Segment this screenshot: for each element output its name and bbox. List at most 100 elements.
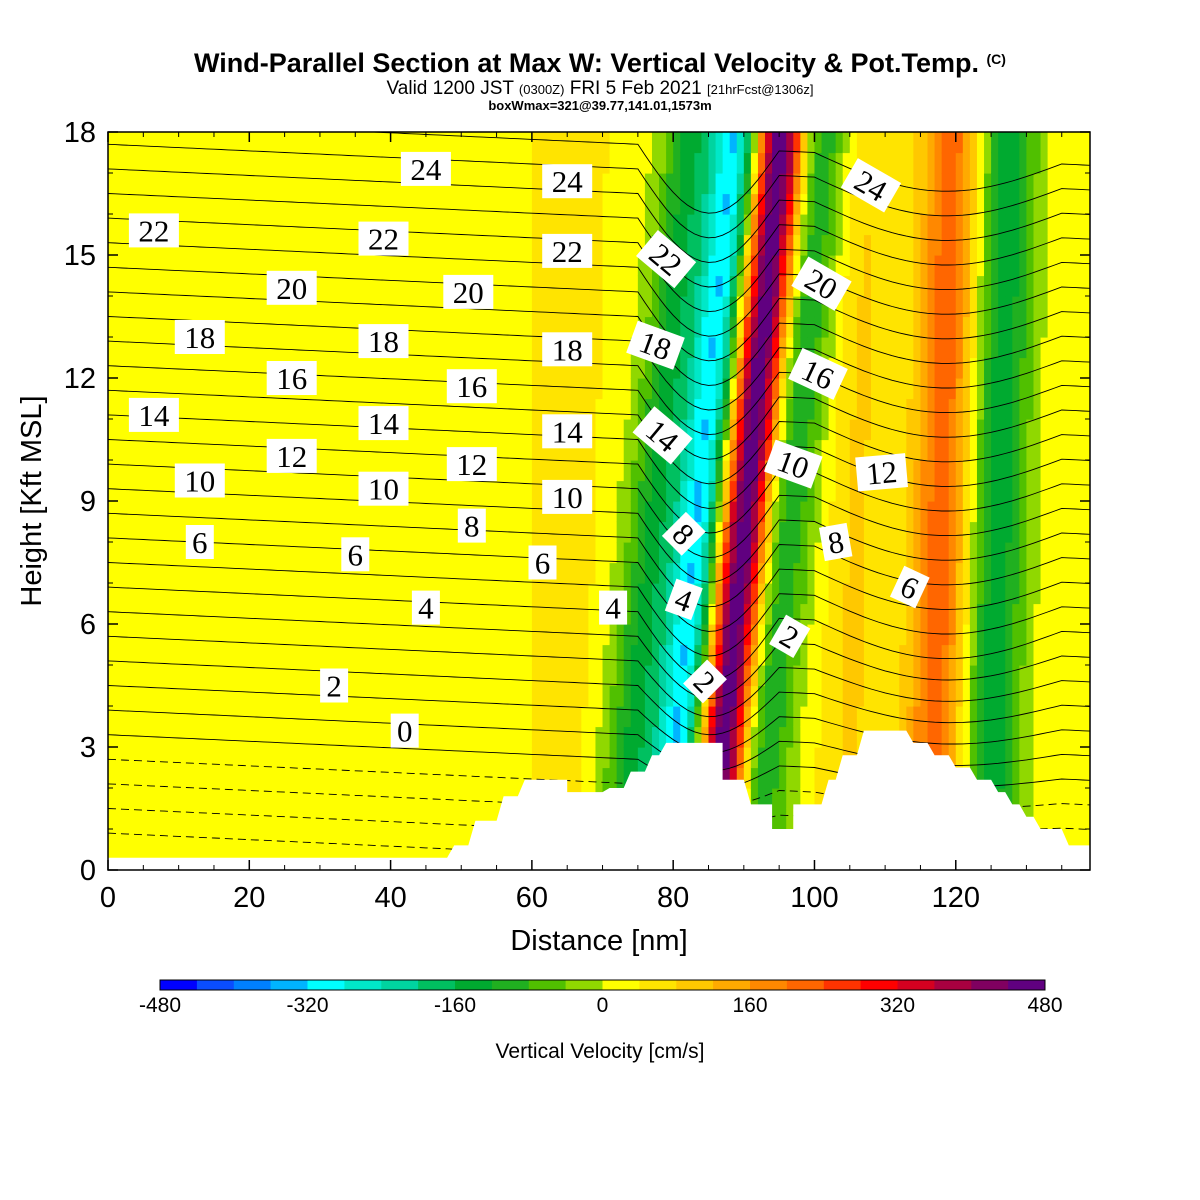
field-cell	[355, 706, 363, 728]
field-cell	[567, 275, 575, 297]
field-cell	[722, 337, 731, 359]
field-cell	[948, 357, 957, 379]
field-cell	[976, 152, 985, 174]
field-cell	[553, 665, 561, 687]
field-cell	[432, 296, 441, 318]
field-cell	[1019, 173, 1028, 195]
field-cell	[319, 480, 328, 502]
field-cell	[595, 480, 604, 502]
chart-subtitle: Valid 1200 JST (0300Z) FRI 5 Feb 2021 [2…	[386, 78, 814, 99]
field-cell	[941, 357, 950, 379]
field-cell	[482, 316, 491, 338]
field-cell	[1068, 665, 1077, 687]
field-cell	[510, 501, 519, 523]
field-cell	[743, 562, 752, 584]
field-cell	[425, 439, 434, 461]
field-cell	[687, 173, 695, 195]
field-cell	[574, 747, 582, 769]
field-cell	[595, 234, 604, 256]
field-cell	[892, 214, 900, 236]
field-cell	[828, 255, 837, 277]
field-cell	[348, 767, 356, 789]
field-cell	[249, 132, 257, 154]
field-cell	[1082, 665, 1090, 687]
field-cell	[828, 173, 837, 195]
field-cell	[263, 829, 272, 851]
field-cell	[108, 234, 116, 256]
field-cell	[934, 419, 943, 441]
field-cell	[277, 706, 286, 728]
field-cell	[185, 726, 194, 748]
field-cell	[722, 152, 731, 174]
field-cell	[637, 542, 646, 564]
field-cell	[510, 603, 519, 625]
field-cell	[1033, 378, 1042, 400]
field-cell	[249, 193, 257, 215]
field-cell	[800, 583, 809, 605]
field-cell	[157, 132, 166, 154]
field-cell	[482, 521, 491, 543]
field-cell	[277, 808, 286, 830]
field-cell	[708, 193, 717, 215]
field-cell	[906, 706, 914, 728]
field-cell	[284, 480, 293, 502]
field-cell	[927, 357, 936, 379]
field-cell	[969, 501, 978, 523]
field-cell	[503, 747, 512, 769]
field-cell	[510, 296, 519, 318]
field-cell	[779, 419, 787, 441]
field-cell	[291, 214, 300, 236]
field-cell	[772, 275, 780, 297]
field-cell	[517, 542, 526, 564]
field-cell	[602, 439, 611, 461]
field-cell	[765, 726, 773, 748]
field-cell	[892, 562, 900, 584]
field-cell	[955, 173, 964, 195]
field-cell	[694, 419, 703, 441]
field-cell	[948, 706, 957, 728]
field-cell	[772, 808, 780, 830]
field-cell	[468, 767, 476, 789]
field-cell	[835, 193, 844, 215]
field-cell	[263, 788, 272, 810]
field-cell	[687, 193, 695, 215]
field-cell	[362, 521, 370, 543]
field-cell	[757, 255, 766, 277]
field-cell	[108, 685, 116, 707]
field-cell	[327, 706, 335, 728]
field-cell	[885, 337, 893, 359]
field-cell	[425, 255, 434, 277]
field-cell	[779, 173, 787, 195]
field-cell	[291, 255, 300, 277]
field-cell	[143, 296, 151, 318]
field-cell	[659, 624, 667, 646]
field-cell	[722, 357, 731, 379]
field-cell	[546, 726, 554, 748]
field-cell	[199, 685, 208, 707]
field-cell	[206, 829, 215, 851]
field-cell	[454, 685, 462, 707]
field-cell	[157, 583, 166, 605]
field-cell	[715, 480, 724, 502]
field-cell	[298, 603, 307, 625]
field-cell	[687, 624, 695, 646]
field-cell	[948, 398, 957, 420]
field-cell	[454, 337, 462, 359]
field-cell	[743, 296, 752, 318]
field-cell	[602, 419, 611, 441]
field-cell	[870, 562, 879, 584]
field-cell	[171, 193, 180, 215]
field-cell	[496, 234, 505, 256]
field-cell	[284, 788, 293, 810]
field-cell	[298, 132, 307, 154]
field-cell	[235, 152, 243, 174]
field-cell	[390, 378, 399, 400]
field-cell	[991, 173, 999, 195]
field-cell	[369, 624, 378, 646]
field-cell	[948, 521, 957, 543]
field-cell	[574, 296, 582, 318]
field-cell	[800, 132, 809, 154]
field-cell	[242, 173, 250, 195]
field-cell	[256, 255, 265, 277]
field-cell	[1075, 132, 1084, 154]
